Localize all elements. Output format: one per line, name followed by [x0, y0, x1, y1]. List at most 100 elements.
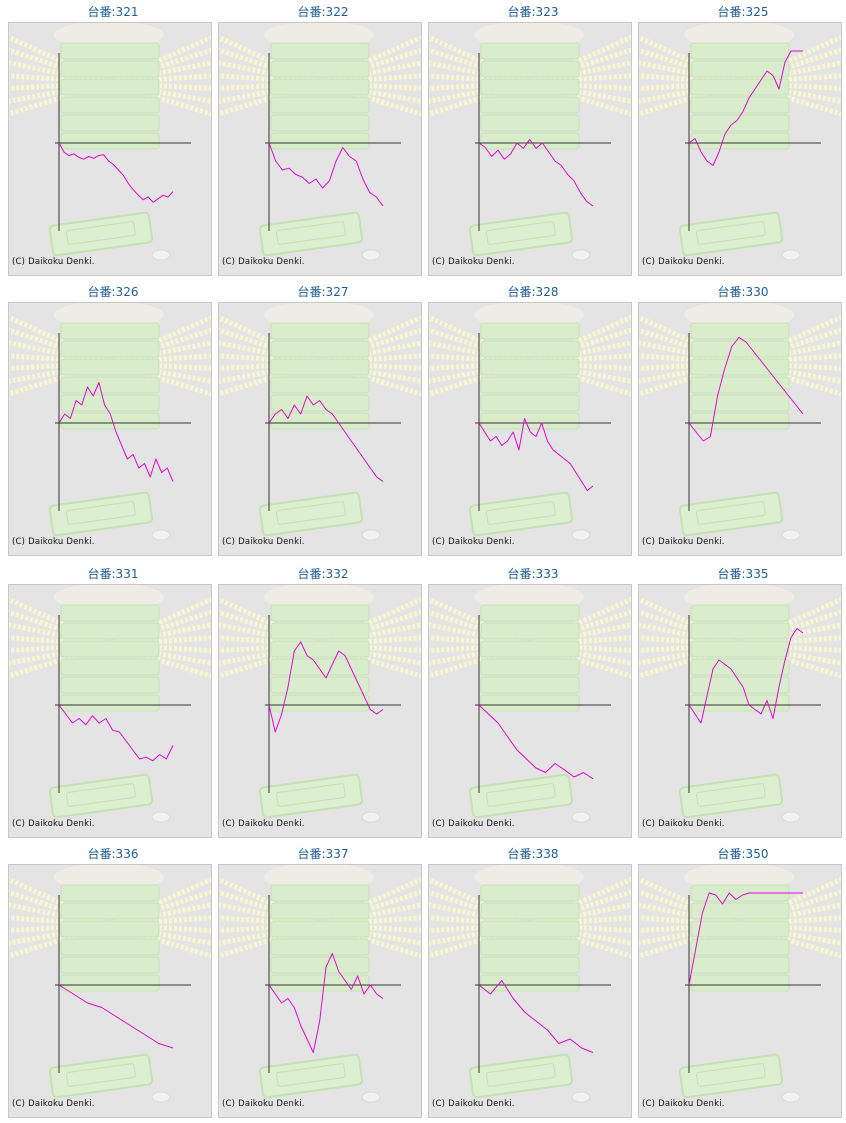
line-chart [219, 303, 421, 541]
machine-watermark [9, 585, 211, 823]
graph-frame: (C) Daikoku Denki. [638, 22, 842, 276]
graph-panel: 台番:327 (C) Daikoku Denki. [218, 280, 428, 560]
machine-watermark [9, 23, 211, 261]
machine-watermark [429, 303, 631, 541]
series-line [688, 337, 804, 442]
line-chart [429, 585, 631, 823]
line-chart [429, 303, 631, 541]
line-chart [9, 23, 211, 261]
machine-number-label[interactable]: 台番:321 [87, 5, 139, 19]
graph-frame: (C) Daikoku Denki. [428, 22, 632, 276]
machine-number-label[interactable]: 台番:335 [717, 567, 769, 581]
copyright-text: (C) Daikoku Denki. [432, 537, 515, 547]
series-line [478, 704, 594, 780]
machine-number-label[interactable]: 台番:327 [297, 285, 349, 299]
line-chart [429, 23, 631, 261]
graph-frame: (C) Daikoku Denki. [8, 864, 212, 1118]
machine-number-label[interactable]: 台番:337 [297, 847, 349, 861]
copyright-text: (C) Daikoku Denki. [222, 819, 305, 829]
graph-panel: 台番:323 (C) Daikoku Denki. [428, 0, 638, 280]
graph-panel: 台番:321 (C) Daikoku Denki. [8, 0, 218, 280]
graph-frame: (C) Daikoku Denki. [218, 302, 422, 556]
machine-watermark [639, 865, 841, 1103]
machine-number-label[interactable]: 台番:338 [507, 847, 559, 861]
line-chart [219, 865, 421, 1103]
graph-panel: 台番:328 (C) Daikoku Denki. [428, 280, 638, 560]
copyright-text: (C) Daikoku Denki. [642, 257, 725, 267]
series-line [58, 704, 174, 762]
copyright-text: (C) Daikoku Denki. [432, 819, 515, 829]
line-chart [429, 865, 631, 1103]
series-line [688, 628, 804, 724]
graph-frame: (C) Daikoku Denki. [428, 302, 632, 556]
graph-panel: 台番:326 (C) Daikoku Denki. [8, 280, 218, 560]
machine-number-label[interactable]: 台番:323 [507, 5, 559, 19]
machine-number-label[interactable]: 台番:322 [297, 5, 349, 19]
series-line [688, 50, 803, 166]
machine-watermark [429, 23, 631, 261]
series-line [58, 142, 174, 203]
line-chart [219, 23, 421, 261]
series-line [268, 142, 384, 207]
graph-frame: (C) Daikoku Denki. [428, 864, 632, 1118]
graph-panel: 台番:350 (C) Daikoku Denki. [638, 842, 846, 1122]
series-line [478, 418, 594, 491]
line-chart [639, 23, 841, 261]
copyright-text: (C) Daikoku Denki. [642, 819, 725, 829]
graph-panel: 台番:337 (C) Daikoku Denki. [218, 842, 428, 1122]
machine-watermark [219, 865, 421, 1103]
machine-number-label[interactable]: 台番:331 [87, 567, 139, 581]
machine-number-label[interactable]: 台番:333 [507, 567, 559, 581]
graph-panel: 台番:330 (C) Daikoku Denki. [638, 280, 846, 560]
graph-frame: (C) Daikoku Denki. [428, 584, 632, 838]
machine-number-label[interactable]: 台番:332 [297, 567, 349, 581]
line-chart [9, 865, 211, 1103]
machine-number-label[interactable]: 台番:326 [87, 285, 139, 299]
series-line [268, 953, 384, 1053]
machine-number-label[interactable]: 台番:330 [717, 285, 769, 299]
graph-panel: 台番:333 (C) Daikoku Denki. [428, 562, 638, 842]
copyright-text: (C) Daikoku Denki. [432, 1099, 515, 1109]
series-line [688, 892, 803, 986]
graph-panel: 台番:322 (C) Daikoku Denki. [218, 0, 428, 280]
machine-watermark [429, 585, 631, 823]
copyright-text: (C) Daikoku Denki. [642, 537, 725, 547]
machine-number-label[interactable]: 台番:350 [717, 847, 769, 861]
copyright-text: (C) Daikoku Denki. [12, 1099, 95, 1109]
graph-frame: (C) Daikoku Denki. [638, 584, 842, 838]
line-chart [9, 303, 211, 541]
series-line [268, 641, 384, 733]
series-line [478, 138, 594, 207]
copyright-text: (C) Daikoku Denki. [222, 537, 305, 547]
copyright-text: (C) Daikoku Denki. [12, 537, 95, 547]
graph-frame: (C) Daikoku Denki. [8, 584, 212, 838]
series-line [268, 395, 384, 482]
series-line [58, 382, 174, 482]
graph-panel: 台番:332 (C) Daikoku Denki. [218, 562, 428, 842]
machine-number-label[interactable]: 台番:336 [87, 847, 139, 861]
graph-panel: 台番:335 (C) Daikoku Denki. [638, 562, 846, 842]
machine-watermark [639, 23, 841, 261]
machine-watermark [429, 865, 631, 1103]
machine-number-label[interactable]: 台番:328 [507, 285, 559, 299]
graph-frame: (C) Daikoku Denki. [8, 302, 212, 556]
copyright-text: (C) Daikoku Denki. [222, 257, 305, 267]
machine-watermark [219, 585, 421, 823]
graph-frame: (C) Daikoku Denki. [8, 22, 212, 276]
machine-watermark [9, 303, 211, 541]
line-chart [639, 303, 841, 541]
graph-frame: (C) Daikoku Denki. [218, 864, 422, 1118]
graph-panel: 台番:338 (C) Daikoku Denki. [428, 842, 638, 1122]
machine-watermark [639, 585, 841, 823]
graph-frame: (C) Daikoku Denki. [218, 22, 422, 276]
copyright-text: (C) Daikoku Denki. [642, 1099, 725, 1109]
series-line [478, 980, 594, 1053]
machine-number-label[interactable]: 台番:325 [717, 5, 769, 19]
graph-frame: (C) Daikoku Denki. [638, 864, 842, 1118]
copyright-text: (C) Daikoku Denki. [222, 1099, 305, 1109]
copyright-text: (C) Daikoku Denki. [432, 257, 515, 267]
line-chart [639, 865, 841, 1103]
graph-frame: (C) Daikoku Denki. [218, 584, 422, 838]
machine-watermark [9, 865, 211, 1103]
copyright-text: (C) Daikoku Denki. [12, 257, 95, 267]
